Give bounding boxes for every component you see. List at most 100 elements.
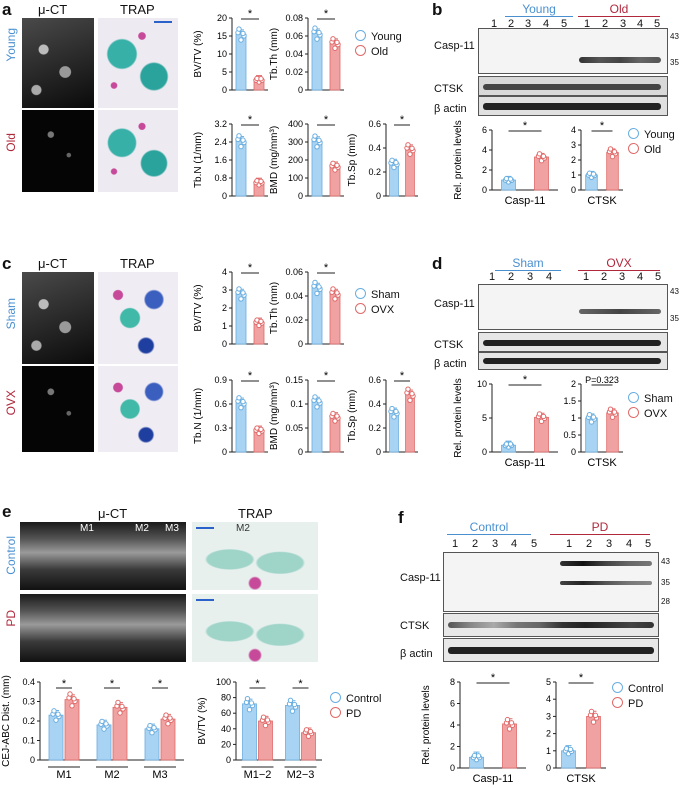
y-tick-label: 0.02 <box>285 315 303 325</box>
data-point <box>51 708 57 714</box>
lane-number: 1 <box>565 538 573 550</box>
sig-label: * <box>158 678 163 690</box>
legend-pd-label: PD <box>628 698 644 710</box>
x-group-label: M1−2 <box>244 769 272 781</box>
data-point <box>540 153 547 159</box>
y-tick-label: 0 <box>298 339 303 349</box>
legend-control-marker <box>330 692 341 703</box>
x-group-label: M1 <box>56 769 71 781</box>
data-point <box>590 414 597 420</box>
data-point <box>312 133 318 139</box>
data-point <box>592 712 599 719</box>
data-point <box>291 701 298 708</box>
lane-number: 5 <box>653 18 661 30</box>
y-tick-label: 0.6 <box>214 399 227 409</box>
panel-e-ct-header: μ-CT <box>98 506 128 521</box>
y-tick-label: 0.1 <box>290 399 303 409</box>
data-point <box>405 386 411 392</box>
data-point <box>312 394 318 400</box>
panel-d-mw-43: 43 <box>670 287 679 296</box>
data-point <box>312 279 318 286</box>
y-tick-label: 3 <box>571 140 576 150</box>
y-tick-label: 0.06 <box>285 267 303 277</box>
data-point <box>236 26 242 32</box>
chart-d-ctsk: 0 0.5 1 1.5 2 P=0.323 CTSK <box>563 375 623 469</box>
sig-label: * <box>523 120 528 132</box>
chart-f-ctsk: 0 1 2 3 4 5 * CTSK <box>546 672 606 785</box>
data-point <box>103 721 109 727</box>
data-point <box>330 160 336 166</box>
lane-number: 5 <box>560 18 568 30</box>
data-point <box>611 409 618 415</box>
data-point <box>163 712 169 718</box>
data-point <box>71 696 77 702</box>
panel-e-scale-bar-pd <box>196 599 214 601</box>
legend-control-marker <box>612 682 623 693</box>
data-point <box>393 408 399 415</box>
data-point <box>475 753 482 759</box>
data-point <box>407 151 413 157</box>
panel-c-row-ovx: OVX <box>4 390 18 416</box>
y-axis-title: Rel. protein levels <box>453 378 464 457</box>
data-point <box>536 151 543 157</box>
panel-b-blot-actin <box>478 96 668 116</box>
data-point <box>307 728 314 735</box>
y-tick-label: 3.2 <box>214 119 227 129</box>
panel-b-legend-old: Old <box>628 143 661 156</box>
panel-d-label-casp11: Casp-11 <box>434 298 475 310</box>
data-point <box>590 171 597 177</box>
panel-e-letter: e <box>2 502 12 521</box>
legend-ovx-marker <box>355 303 366 314</box>
lane-number: 1 <box>582 271 590 283</box>
lane-number: 3 <box>491 538 499 550</box>
data-point <box>330 36 336 42</box>
panel-c-trap-ovx-image <box>98 366 178 452</box>
y-axis-title: BMD (mg/mm³) <box>269 382 280 450</box>
data-point <box>332 418 338 424</box>
data-point <box>101 726 107 732</box>
panel-f-label-casp11: Casp-11 <box>400 572 441 584</box>
lane-number: 4 <box>545 271 553 283</box>
panel-f-blot-casp11 <box>443 552 659 612</box>
panel-e-scale-bar <box>196 527 214 529</box>
data-point <box>507 441 514 447</box>
y-tick-label: 5 <box>546 677 551 687</box>
sig-label: * <box>324 114 329 126</box>
y-tick-label: 2 <box>571 155 576 165</box>
y-tick-label: 0 <box>546 763 551 773</box>
data-point <box>334 162 340 169</box>
legend-pd-marker <box>612 697 623 708</box>
y-tick-label: 0 <box>482 447 487 457</box>
y-tick-label: 0.04 <box>285 49 303 59</box>
legend-old-label: Old <box>644 144 662 156</box>
panel-a-trap-young-image <box>98 18 178 108</box>
data-point <box>240 30 246 37</box>
data-point <box>588 708 595 715</box>
data-point <box>238 143 244 150</box>
legend-sham-marker <box>628 392 639 403</box>
data-point <box>407 397 413 404</box>
panel-a-row-young: Young <box>4 28 18 62</box>
blot-band <box>579 309 661 314</box>
blot-band <box>483 84 661 90</box>
x-axis-title: Casp-11 <box>505 195 546 207</box>
panel-e-ct-pd-image <box>20 594 186 662</box>
data-point <box>258 76 264 82</box>
y-tick-label: 4 <box>546 694 551 704</box>
sig-label: * <box>579 672 584 684</box>
chart-e-cej-abc: 0 0.1 0.2 0.3 0.4 CEJ-ABC Dist. (mm) M1 * M2 * M3 * <box>1 675 184 781</box>
data-point <box>289 708 296 714</box>
data-point <box>409 145 415 152</box>
y-axis-title: Tb.Sp (mm) <box>347 134 358 187</box>
chart-a-bvtv: 0 5 10 15 20 BV/TV (%) * <box>193 8 268 95</box>
y-tick-label: 80 <box>221 693 231 703</box>
blot-band <box>483 358 661 364</box>
y-tick-label: 0 <box>376 191 381 201</box>
lane-number: 1 <box>490 18 498 30</box>
y-tick-label: 20 <box>217 13 227 23</box>
panel-f-blot-actin <box>443 638 659 662</box>
panel-b-group-young: Young <box>505 2 573 17</box>
data-point <box>244 695 251 702</box>
y-tick-label: 0.4 <box>368 143 381 153</box>
lane-number: 2 <box>585 538 593 550</box>
